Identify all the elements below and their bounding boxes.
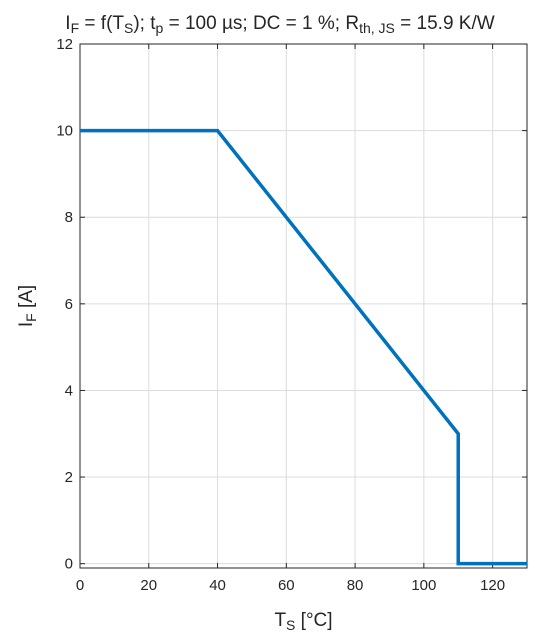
y-tick-label: 10 <box>56 123 73 140</box>
ticks: 0 20 40 60 80 100 120 0 2 4 6 8 10 12 <box>56 36 527 594</box>
y-tick-label: 12 <box>56 36 73 53</box>
x-tick-label: 20 <box>140 577 157 594</box>
chart-title: IF = f(TS); tp = 100 µs; DC = 1 %; Rth, … <box>65 13 494 36</box>
plot-frame <box>79 43 528 569</box>
series-group <box>80 128 527 566</box>
y-tick-label: 2 <box>65 469 73 486</box>
x-tick-label: 120 <box>480 577 505 594</box>
x-axis-label: TS [°C] <box>274 610 332 633</box>
y-tick-label: 8 <box>65 209 73 226</box>
x-tick-label: 60 <box>278 577 295 594</box>
y-tick-label: 6 <box>65 296 73 313</box>
y-tick-label: 4 <box>65 382 73 399</box>
x-tick-label: 80 <box>347 577 364 594</box>
x-tick-label: 40 <box>209 577 226 594</box>
x-tick-label: 100 <box>411 577 436 594</box>
y-axis-label: IF [A] <box>16 285 39 327</box>
y-tick-label: 0 <box>65 556 73 573</box>
x-tick-label: 0 <box>76 577 84 594</box>
series-line <box>80 128 527 566</box>
